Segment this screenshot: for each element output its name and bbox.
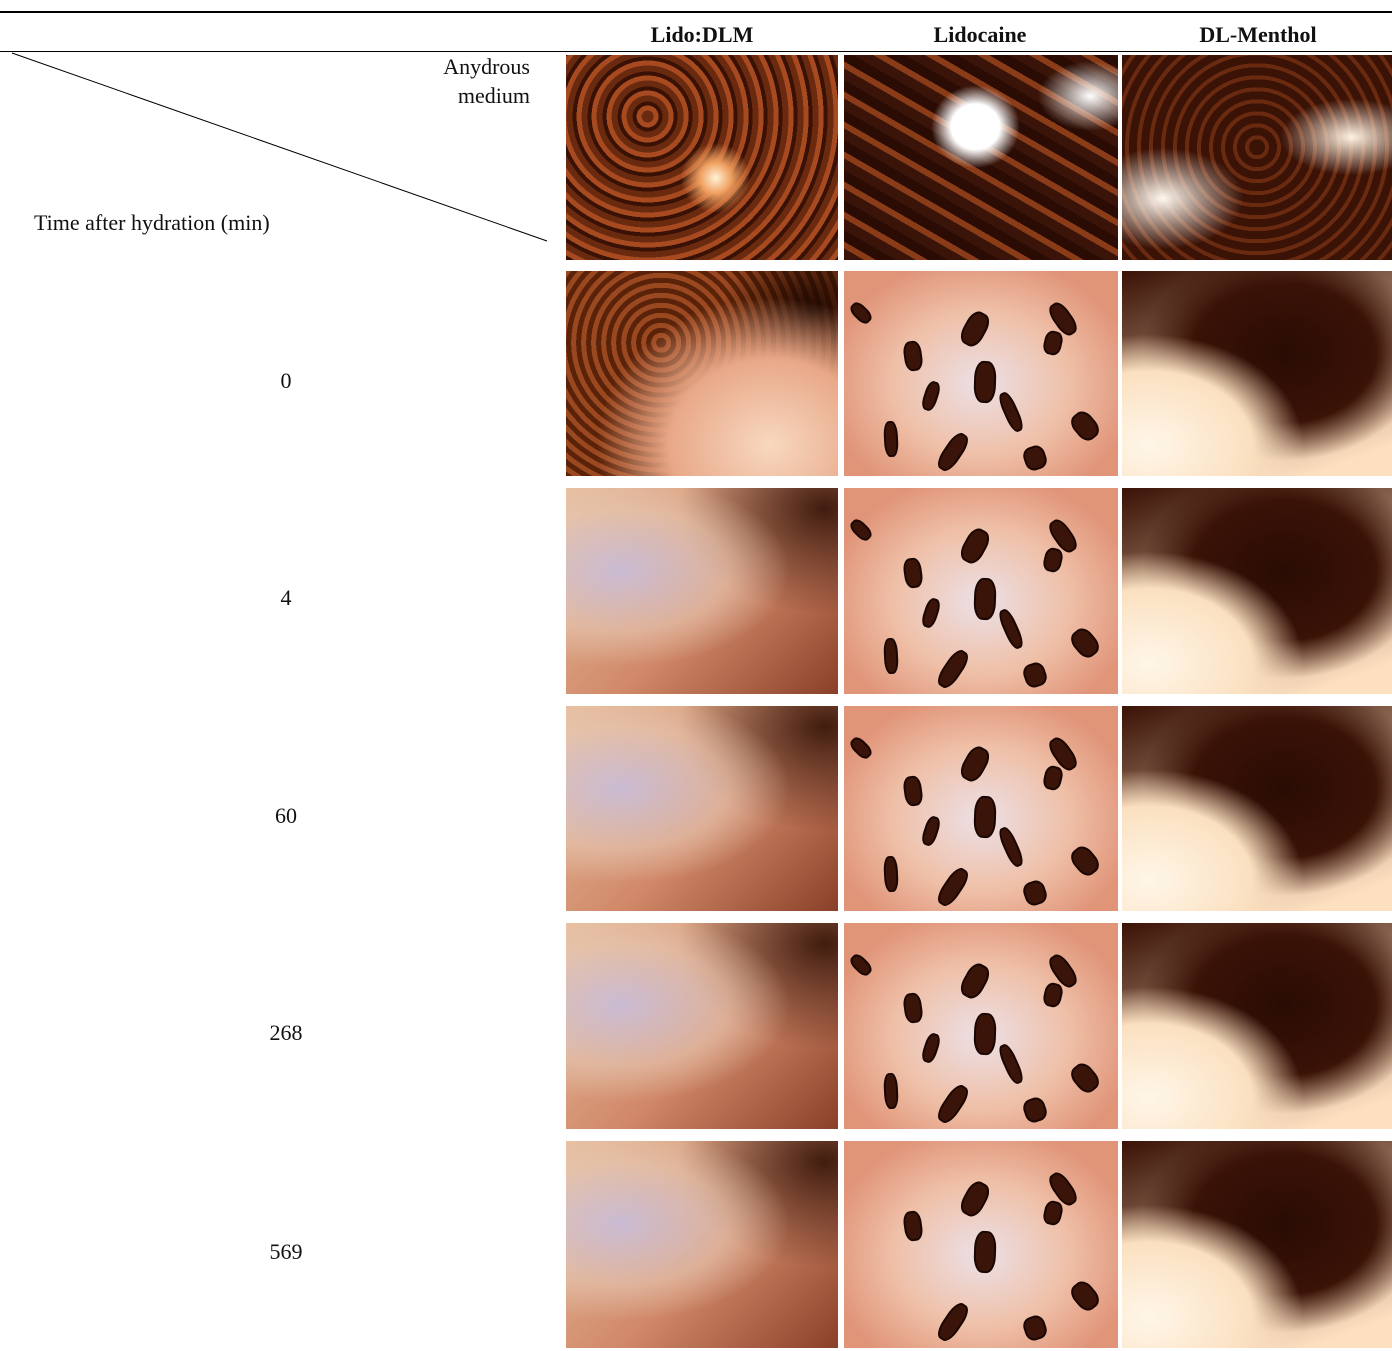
corner-bottom-label: Time after hydration (min) [34,210,270,235]
crystal [956,307,994,351]
crystal [996,824,1026,870]
crystal [1041,1199,1065,1227]
micrograph [844,271,1118,476]
crystal [1041,329,1065,357]
micrograph [1122,923,1392,1129]
micrograph [1122,271,1392,476]
crystal [847,516,875,544]
crystal [1041,764,1065,792]
crystal [902,556,924,590]
crystal [1020,1095,1050,1125]
micrograph [566,1141,838,1348]
crystal [996,1041,1026,1087]
column-header: Lido:DLM [650,22,754,47]
row-label: 569 [269,1238,303,1264]
micrograph [1122,55,1392,260]
micrograph [844,1141,1118,1348]
crystal [933,1081,973,1127]
crystal [1020,878,1050,908]
crystal [933,864,973,910]
crystal [933,1299,973,1345]
crystal [883,1072,899,1110]
crystal [847,299,875,327]
micrograph [566,488,838,694]
crystal [973,360,997,404]
crystal [919,596,943,630]
crystal [996,389,1026,435]
micrograph [1122,706,1392,911]
micrograph [566,706,838,911]
column-header: DL-Menthol [1199,22,1317,47]
diagonal-divider [11,52,548,242]
row-label: 60 [275,802,297,828]
crystal [902,774,924,808]
crystal [1020,660,1050,690]
crystal [1041,546,1065,574]
crystal [1066,842,1104,880]
crystal [973,1230,997,1274]
crystal [883,855,899,893]
crystal [883,637,899,675]
micrograph [1122,488,1392,694]
micrograph [844,55,1118,260]
crystal [1020,1313,1050,1343]
crystal [956,1177,994,1221]
micrograph [844,488,1118,694]
crystal [902,1209,924,1243]
crystal [956,524,994,568]
crystal [847,734,875,762]
crystal [919,814,943,848]
corner-top-label: Anydrous medium [443,54,530,108]
micrograph [844,923,1118,1129]
crystal [847,951,875,979]
crystal [956,742,994,786]
crystal [933,646,973,692]
header-rule [0,51,1392,52]
row-label: 0 [280,367,292,393]
crystal [919,379,943,413]
crystal [973,795,997,839]
micrograph [1122,1141,1392,1348]
row-label: 268 [269,1020,303,1045]
row-label: 4 [280,585,292,610]
top-rule [0,11,1392,13]
crystal [1066,407,1104,445]
crystal [1020,443,1050,473]
crystal [973,577,997,621]
crystal [933,429,973,475]
crystal [1066,1059,1104,1097]
crystal [956,959,994,1003]
crystal [919,1031,943,1065]
crystal [973,1012,997,1056]
column-header: Lidocaine [933,22,1027,47]
crystal [1041,981,1065,1009]
crystal [902,991,924,1025]
crystal [1066,624,1104,662]
micrograph [566,923,838,1129]
micrograph [566,271,838,476]
crystal [996,606,1026,652]
micrograph [844,706,1118,911]
crystal [1066,1277,1104,1315]
crystal [883,420,899,458]
crystal [902,339,924,373]
micrograph [566,55,838,260]
